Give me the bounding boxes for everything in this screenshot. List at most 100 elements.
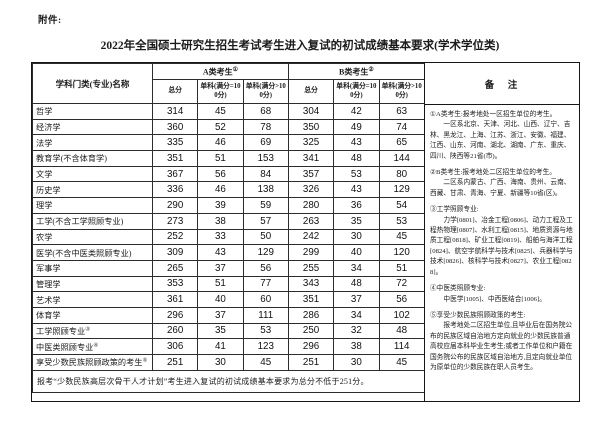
attachment-label: 附件: <box>38 16 62 26</box>
cell-a-single-over100: 111 <box>242 306 289 324</box>
remark-section: ⑤享受少数民族照顾政策的考生: 报考地处二区招生单位,且毕业后在国务院公布的民族区… <box>430 311 574 373</box>
table-row: 哲学 314 45 68 304 42 63 <box>32 103 425 120</box>
cell-a-total: 361 <box>151 291 199 308</box>
cell-a-total: 290 <box>151 197 199 214</box>
cell-a-single100: 51 <box>197 150 244 167</box>
remark-section: ①A类考生:报考地处一区招生单位的考生。 一区系北京、天津、河北、山西、辽宁、吉林… <box>430 110 574 162</box>
table-row: 文学 367 56 84 357 53 80 <box>32 165 425 183</box>
cell-a-single100: 33 <box>197 228 244 246</box>
cell-b-single100: 32 <box>333 322 380 340</box>
cell-b-total: 343 <box>287 275 335 293</box>
cell-a-single100: 40 <box>197 291 244 308</box>
row-label: 哲学 <box>32 103 153 120</box>
cell-b-total: 242 <box>287 228 335 246</box>
cell-a-single-over100: 138 <box>242 181 289 199</box>
subject-name: 医学(不含中医类照顾专业) <box>36 248 132 258</box>
cell-b-single-over100: 63 <box>378 103 425 120</box>
cell-b-single-over100: 120 <box>378 244 425 261</box>
cell-a-single100: 46 <box>197 181 244 199</box>
cell-b-single-over100: 65 <box>378 134 425 152</box>
cell-b-single100: 30 <box>333 354 380 371</box>
cell-a-total: 335 <box>151 134 199 152</box>
row-label: 医学(不含中医类照顾专业) <box>32 244 153 261</box>
cell-a-single100: 37 <box>197 259 244 277</box>
remark-text: 二区系内蒙古、广西、海南、贵州、云南、西藏、甘肃、青海、宁夏、新疆等10省(区)… <box>430 179 571 197</box>
row-label: 管理学 <box>32 275 153 293</box>
cell-b-single100: 36 <box>333 197 380 214</box>
cell-a-total: 273 <box>151 212 199 230</box>
cell-b-total: 350 <box>287 118 335 136</box>
cell-b-single100: 49 <box>333 118 380 136</box>
cell-b-total: 250 <box>287 322 335 340</box>
column-header-b-single-over100: 单科(满分>100分) <box>378 79 425 104</box>
row-label: 教育学(不含体育学) <box>32 150 153 167</box>
cell-b-single100: 37 <box>333 291 380 308</box>
cell-b-total: 251 <box>287 354 335 371</box>
remark-text: 力学[0801]、冶金工程[0806]、动力工程及工程热物理[0807]、水利工… <box>430 216 573 276</box>
cell-a-total: 351 <box>151 150 199 167</box>
cell-b-single100: 35 <box>333 212 380 230</box>
table-row: 医学(不含中医类照顾专业) 309 43 129 299 40 120 <box>32 244 425 261</box>
cell-b-single-over100: 102 <box>378 306 425 324</box>
cell-a-single-over100: 45 <box>242 354 289 371</box>
cell-a-single-over100: 50 <box>242 228 289 246</box>
row-label: 文学 <box>32 165 153 183</box>
table-body: 哲学 314 45 68 304 42 63 经济学 360 52 78 350… <box>32 103 425 371</box>
cell-a-single-over100: 77 <box>242 275 289 293</box>
cell-a-total: 353 <box>151 275 199 293</box>
row-label: 农学 <box>32 228 153 246</box>
cell-b-single100: 53 <box>333 165 380 183</box>
row-label: 工学(不含工学照顾专业) <box>32 212 153 230</box>
cell-b-total: 326 <box>287 181 335 199</box>
table-row: 教育学(不含体育学) 351 51 153 341 48 144 <box>32 150 425 167</box>
cell-b-single100: 34 <box>333 259 380 277</box>
group-a-footnote-mark: ① <box>232 66 239 73</box>
cell-a-single-over100: 68 <box>242 103 289 120</box>
cell-a-single100: 39 <box>197 197 244 214</box>
cell-b-total: 325 <box>287 134 335 152</box>
cell-a-total: 309 <box>151 244 199 261</box>
score-table-container: 学科门类(专业)名称 A类考生① B类考生② 总分 单科(满分=100分) 单科… <box>31 62 580 402</box>
row-label: 艺术学 <box>32 291 153 308</box>
cell-b-single-over100: 72 <box>378 275 425 293</box>
cell-b-single-over100: 74 <box>378 118 425 136</box>
remarks-column: 备 注 ①A类考生:报考地处一区招生单位的考生。 一区系北京、天津、河北、山西、辽… <box>424 63 579 401</box>
table-row: 中医类照顾专业④ 306 41 123 296 38 114 <box>32 338 425 355</box>
cell-a-single-over100: 57 <box>242 212 289 230</box>
column-header-b-total: 总分 <box>287 79 335 104</box>
cell-a-single100: 41 <box>197 338 244 355</box>
row-label: 中医类照顾专业④ <box>32 338 153 355</box>
table-row: 军事学 265 37 56 255 34 51 <box>32 259 425 277</box>
cell-a-single-over100: 78 <box>242 118 289 136</box>
subject-name: 文学 <box>36 170 53 180</box>
table-row: 法学 335 46 69 325 43 65 <box>32 134 425 152</box>
cell-b-single100: 38 <box>333 338 380 355</box>
row-label: 经济学 <box>32 118 153 136</box>
cell-a-single-over100: 123 <box>242 338 289 355</box>
page-title: 2022年全国硕士研究生招生考试考生进入复试的初试成绩基本要求(学术学位类) <box>100 40 500 52</box>
row-label: 体育学 <box>32 306 153 324</box>
table-row: 经济学 360 52 78 350 49 74 <box>32 118 425 136</box>
cell-a-single100: 51 <box>197 275 244 293</box>
cell-a-single-over100: 53 <box>242 322 289 340</box>
cell-b-total: 304 <box>287 103 335 120</box>
cell-b-single-over100: 80 <box>378 165 425 183</box>
table-row: 艺术学 361 40 60 351 37 56 <box>32 291 425 308</box>
cell-a-total: 336 <box>151 181 199 199</box>
cell-a-single-over100: 60 <box>242 291 289 308</box>
table-row: 享受少数民族照顾政策的考生⑤ 251 30 45 251 30 45 <box>32 354 425 371</box>
cell-b-total: 263 <box>287 212 335 230</box>
cell-b-single100: 34 <box>333 306 380 324</box>
subject-name: 法学 <box>36 138 53 148</box>
column-header-subject: 学科门类(专业)名称 <box>32 63 153 104</box>
cell-b-single100: 40 <box>333 244 380 261</box>
cell-b-total: 286 <box>287 306 335 324</box>
cell-b-single100: 48 <box>333 275 380 293</box>
cell-b-single-over100: 51 <box>378 259 425 277</box>
row-label: 工学照顾专业③ <box>32 322 153 340</box>
cell-a-single-over100: 84 <box>242 165 289 183</box>
cell-b-single-over100: 56 <box>378 291 425 308</box>
cell-b-total: 341 <box>287 150 335 167</box>
remarks-header: 备 注 <box>425 63 579 105</box>
